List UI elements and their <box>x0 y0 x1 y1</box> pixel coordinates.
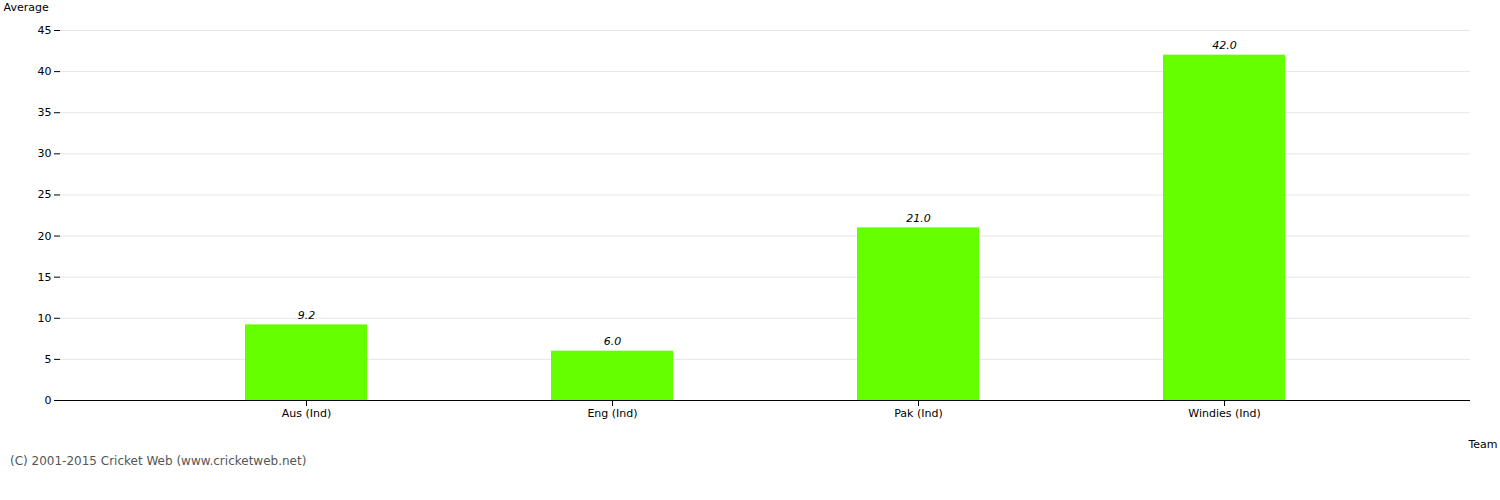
svg-text:Eng (Ind): Eng (Ind) <box>587 407 637 420</box>
svg-text:35: 35 <box>38 106 52 119</box>
svg-text:25: 25 <box>38 188 52 201</box>
svg-text:Pak (Ind): Pak (Ind) <box>894 407 943 420</box>
svg-text:Average: Average <box>4 1 49 14</box>
svg-text:30: 30 <box>38 147 52 160</box>
svg-text:15: 15 <box>38 271 52 284</box>
svg-text:Team: Team <box>1467 438 1497 451</box>
svg-text:20: 20 <box>38 230 52 243</box>
svg-text:40: 40 <box>38 65 52 78</box>
svg-text:10: 10 <box>38 312 52 325</box>
svg-text:6.0: 6.0 <box>604 335 622 348</box>
html-text:(C) 2001-2015 Cricket Web (www: (C) 2001-2015 Cricket Web (www.cricketwe… <box>10 454 307 468</box>
svg-text:Aus (Ind): Aus (Ind) <box>282 407 332 420</box>
svg-text:0: 0 <box>45 394 52 407</box>
svg-text:21.0: 21.0 <box>906 212 931 225</box>
svg-text:42.0: 42.0 <box>1212 39 1237 52</box>
svg-text:5: 5 <box>45 353 52 366</box>
svg-text:9.2: 9.2 <box>298 309 316 322</box>
svg-text:Windies (Ind): Windies (Ind) <box>1188 407 1260 420</box>
svg-text:45: 45 <box>38 24 52 37</box>
